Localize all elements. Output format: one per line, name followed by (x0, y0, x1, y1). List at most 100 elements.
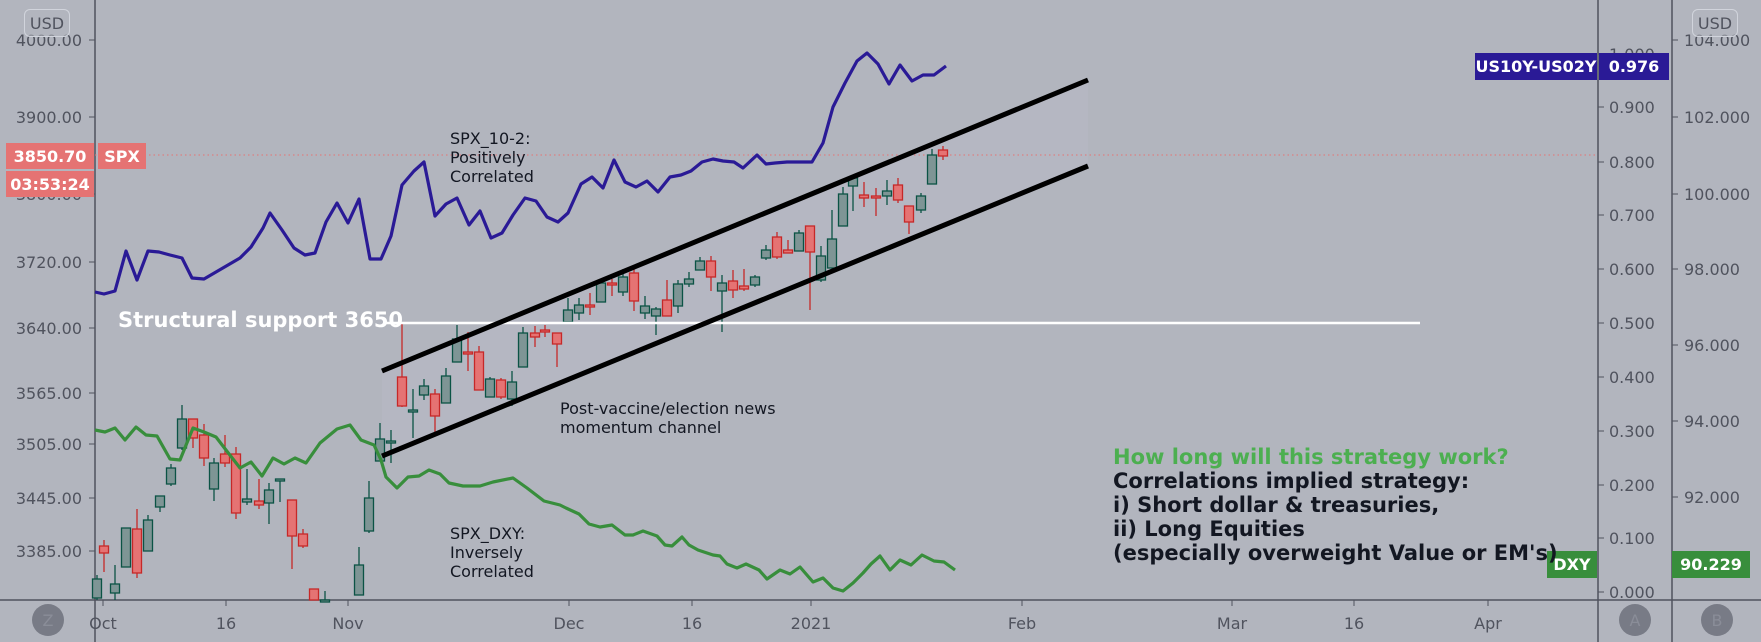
candle (628, 272, 640, 302)
candle (120, 527, 132, 568)
candle (165, 467, 177, 485)
axis-a-tick-label: 0.400 (1609, 368, 1655, 387)
candle (109, 583, 121, 594)
candle (462, 351, 474, 355)
candle (881, 190, 893, 197)
strategy-line: (especially overweight Value or EM's) (1113, 541, 1558, 565)
axis-a-tick-label: 0.800 (1609, 153, 1655, 172)
candle (683, 278, 695, 285)
candle (672, 283, 684, 307)
axis-a-tick-label: 0.000 (1609, 583, 1655, 602)
auto-scale-b-button[interactable]: B (1701, 604, 1733, 636)
candle (484, 378, 496, 398)
candle (892, 184, 904, 201)
auto-scale-a-button[interactable]: A (1619, 604, 1651, 636)
candle (208, 462, 220, 490)
candle (804, 225, 816, 253)
dxy-symbol-badge: DXY (1547, 551, 1597, 578)
candle (539, 329, 551, 333)
dxy-price-axis[interactable]: 104.000102.000100.00098.00096.00094.0009… (1672, 31, 1750, 507)
candle (639, 305, 651, 314)
time-axis-tick-label: Mar (1217, 614, 1248, 633)
candle (738, 285, 750, 290)
candle (198, 434, 210, 459)
candle (782, 249, 794, 254)
axis-a-tick-label: 0.500 (1609, 314, 1655, 333)
candle (407, 409, 419, 413)
spread-price-axis[interactable]: 1.0000.9000.8000.7000.6000.5000.4000.300… (1598, 45, 1655, 602)
candle (142, 519, 154, 552)
candle (219, 453, 231, 464)
candle (440, 375, 452, 404)
right-currency-button[interactable]: USD (1692, 9, 1738, 37)
strategy-question: How long will this strategy work? (1113, 445, 1509, 469)
time-axis-tick-label: 16 (216, 614, 236, 633)
channel-upper-line[interactable] (381, 77, 1089, 374)
candle (815, 255, 827, 281)
candle (903, 205, 915, 223)
axis-b-tick-label: 98.000 (1684, 260, 1740, 279)
spx-10-2-note: SPX_10-2: Positively Correlated (450, 129, 534, 186)
spread-line (94, 51, 947, 296)
candle (396, 376, 408, 407)
candle (837, 193, 849, 227)
candle (154, 495, 166, 508)
axis-b-tick-label: 100.000 (1684, 185, 1750, 204)
candle (253, 500, 265, 506)
candle (319, 599, 331, 603)
candle (573, 304, 585, 314)
candle (915, 195, 927, 211)
candle (230, 453, 242, 514)
candle (418, 385, 430, 396)
candle (353, 564, 365, 596)
time-axis-tick-label: Oct (89, 614, 117, 633)
candle (650, 308, 662, 317)
time-axis-tick-label: 16 (682, 614, 702, 633)
candle (937, 149, 949, 157)
dxy-line (94, 423, 956, 593)
candle (749, 276, 761, 286)
candle (385, 440, 397, 444)
left-currency-button[interactable]: USD (24, 9, 70, 37)
candle (562, 309, 574, 323)
candle (705, 260, 717, 278)
candle (727, 280, 739, 291)
candle (131, 528, 143, 574)
spx-candlesticks (91, 146, 949, 603)
structural-support-label: Structural support 3650 (118, 308, 404, 332)
candle (506, 381, 518, 400)
left-axis-tick-label: 3505.00 (16, 435, 82, 454)
strategy-line: Correlations implied strategy: (1113, 469, 1470, 493)
log-scale-button[interactable]: Z (32, 604, 64, 636)
candle (926, 154, 938, 185)
candle (473, 351, 485, 391)
time-axis-tick-label: Apr (1474, 614, 1502, 633)
candle (308, 588, 320, 601)
strategy-line: ii) Long Equities (1113, 517, 1305, 541)
spx-price-badge: 3850.70 (6, 143, 94, 169)
candle (363, 497, 375, 532)
axis-a-tick-label: 0.900 (1609, 98, 1655, 117)
spx-dxy-note: SPX_DXY: Inversely Correlated (450, 524, 534, 581)
left-axis-tick-label: 3445.00 (16, 489, 82, 508)
candle (551, 332, 563, 345)
time-axis-tick-label: Feb (1008, 614, 1036, 633)
strategy-note: How long will this strategy work? Correl… (1113, 445, 1558, 565)
left-price-axis[interactable]: 4000.003900.003800.003720.003640.003565.… (16, 31, 95, 561)
time-axis[interactable]: Oct 16 Nov Dec 16 2021 Feb Mar 16 Apr (89, 600, 1502, 633)
candle (495, 379, 507, 398)
channel-fill (382, 80, 1088, 456)
channel-lower-line[interactable] (381, 163, 1089, 459)
candle (595, 282, 607, 303)
candle (793, 232, 805, 252)
candle (584, 304, 596, 308)
time-axis-tick-label: Dec (554, 614, 585, 633)
strategy-line: i) Short dollar & treasuries, (1113, 493, 1440, 517)
time-axis-tick-label: Nov (332, 614, 363, 633)
spx-symbol-badge: SPX (98, 143, 146, 169)
candle (91, 578, 103, 599)
axis-b-tick-label: 94.000 (1684, 412, 1740, 431)
candle (297, 533, 309, 547)
time-axis-tick-label: 16 (1344, 614, 1364, 633)
left-axis-tick-label: 3385.00 (16, 542, 82, 561)
